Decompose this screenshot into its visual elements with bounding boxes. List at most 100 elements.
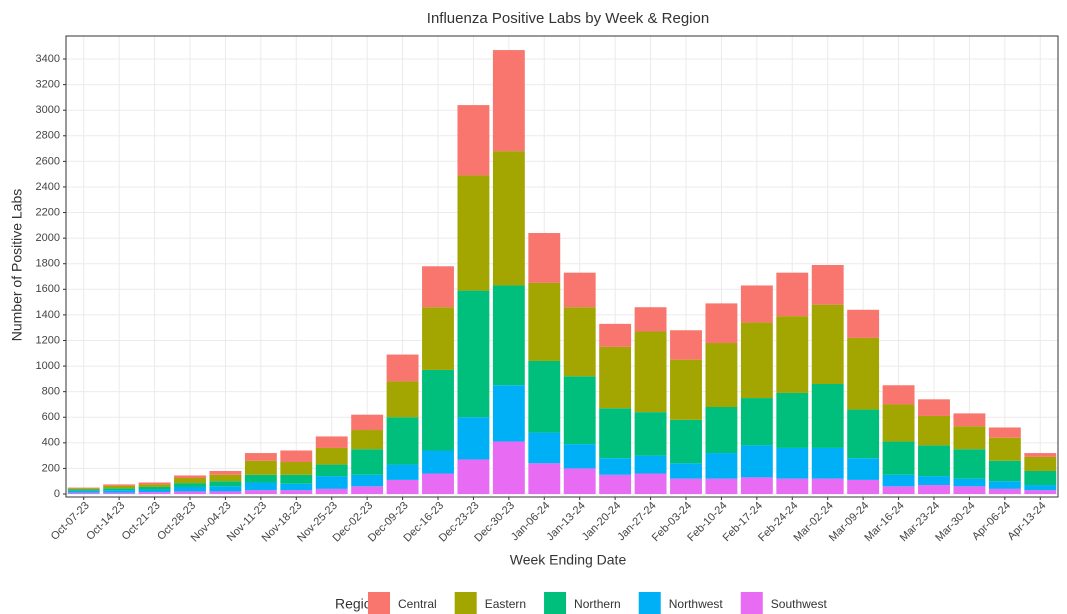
bar-segment [776, 447, 809, 479]
bar-segment [422, 450, 454, 474]
y-tick-label: 1800 [36, 258, 60, 270]
bar-segment [988, 488, 1021, 494]
bar-segment [953, 413, 986, 427]
bar-segment [599, 323, 632, 347]
chart-title: Influenza Positive Labs by Week & Region [427, 10, 709, 27]
bar-segment [599, 346, 632, 409]
bar-segment [634, 331, 667, 413]
bar-segment [847, 409, 880, 459]
legend-key [638, 592, 661, 614]
bar-segment [209, 474, 242, 482]
y-axis-label: Number of Positive Labs [9, 189, 25, 342]
bar-segment [138, 484, 171, 487]
bar-segment [280, 450, 313, 463]
bar-segment [174, 486, 206, 492]
bar-segment [351, 474, 384, 487]
bar-segment [811, 478, 844, 494]
bar-segment [351, 449, 384, 475]
bar-segment [422, 473, 454, 494]
bar-segment [988, 481, 1021, 489]
bar-segment [740, 477, 773, 494]
y-tick-label: 200 [42, 462, 60, 474]
bar-segment [174, 478, 206, 484]
bar-segment [563, 444, 596, 469]
bar-segment [67, 492, 100, 494]
bar-segment [634, 307, 667, 332]
legend-key [454, 592, 477, 614]
bar-segment [244, 474, 277, 483]
plot-border [65, 35, 1059, 498]
bar-segment [351, 414, 384, 431]
bar-segment [280, 474, 313, 484]
bar-segment [67, 487, 100, 489]
y-tick-label: 1400 [36, 309, 60, 321]
bar-segment [705, 303, 738, 344]
bar-segment [386, 381, 419, 418]
bar-segment [457, 290, 490, 418]
bar-segment [386, 464, 419, 480]
y-tick-label: 1600 [36, 283, 60, 295]
bar-segment [918, 476, 950, 486]
bar-segment [209, 486, 242, 492]
bar-segment [563, 272, 596, 308]
bar-segment [670, 478, 702, 494]
bar-segment [988, 437, 1021, 461]
bar-segment [634, 455, 667, 474]
y-tick-label: 0 [54, 488, 60, 500]
bar-segment [811, 265, 844, 305]
bar-segment [528, 282, 561, 361]
x-axis-label: Week Ending Date [510, 552, 627, 568]
bar-segment [988, 460, 1021, 482]
bar-segment [351, 486, 384, 494]
bar-segment [103, 488, 136, 491]
bar-segment [457, 175, 490, 291]
bar-segment [209, 470, 242, 475]
y-tick-label: 3400 [36, 53, 60, 65]
bar-segment [492, 385, 525, 442]
y-tick-label: 2400 [36, 181, 60, 193]
bar-segment [705, 453, 738, 479]
bar-segment [882, 441, 915, 475]
legend-key [544, 592, 567, 614]
bar-segment [811, 447, 844, 479]
bar-segment [244, 490, 277, 494]
bar-segment [1024, 456, 1057, 471]
bar-segment [918, 415, 950, 446]
bar-segment [918, 399, 950, 416]
legend-label: Southwest [771, 597, 828, 611]
bar-segment [634, 412, 667, 456]
bar-segment [563, 376, 596, 445]
x-tick-label: Apr-13-24 [1005, 500, 1048, 543]
bar-segment [103, 485, 136, 489]
bar-segment [492, 151, 525, 286]
bar-segment [599, 474, 632, 494]
bar-segment [315, 476, 348, 489]
bar-segment [315, 464, 348, 477]
bar-segment [953, 426, 986, 450]
bar-segment [103, 484, 136, 486]
bar-segment [244, 460, 277, 475]
bar-segment [918, 485, 950, 494]
bar-segment [315, 447, 348, 465]
bar-segment [882, 385, 915, 405]
bar-segment [103, 492, 136, 494]
bar-segment [528, 360, 561, 433]
bar-segment [705, 407, 738, 454]
bar-segment [776, 478, 809, 494]
bar-segment [740, 285, 773, 323]
bar-segment [386, 417, 419, 465]
bar-segment [386, 354, 419, 382]
bar-segment [882, 474, 915, 487]
y-tick-label: 800 [42, 386, 60, 398]
bar-segment [776, 272, 809, 317]
bar-segment [492, 285, 525, 386]
y-tick-label: 400 [42, 437, 60, 449]
legend-label: Eastern [485, 597, 526, 611]
bar-segment [457, 417, 490, 460]
bar-segment [528, 432, 561, 464]
bar-segment [988, 427, 1021, 438]
bar-segment [740, 445, 773, 478]
bar-segment [492, 50, 525, 152]
legend-label: Northern [574, 597, 621, 611]
